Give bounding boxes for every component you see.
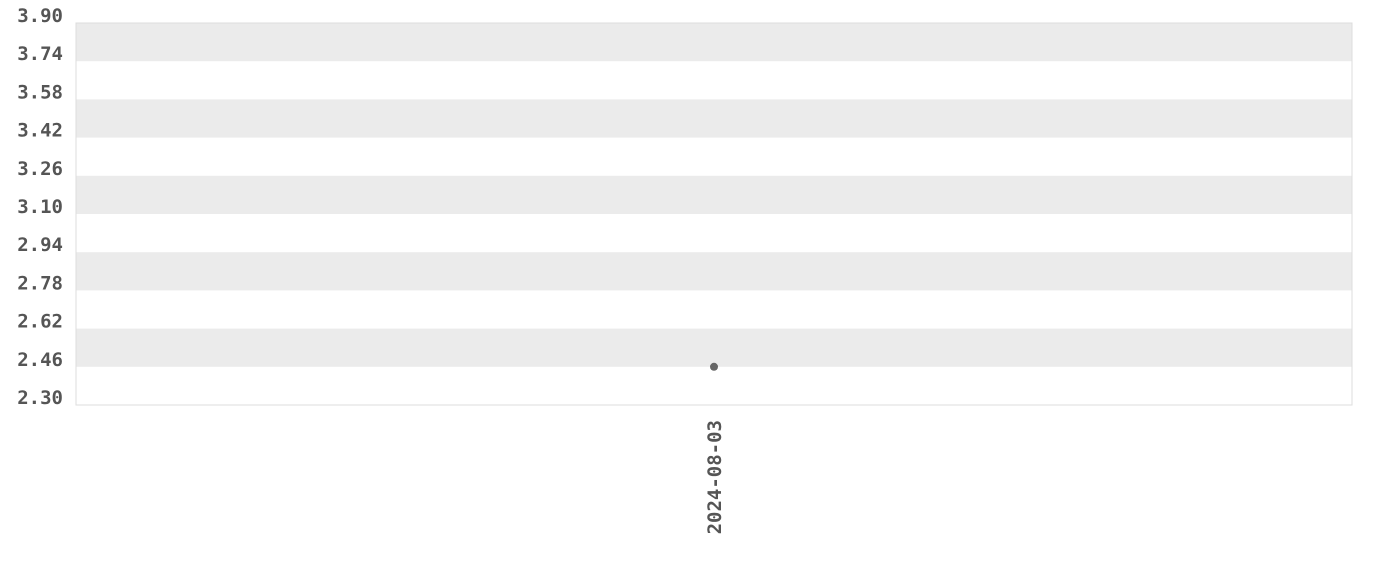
y-tick-label: 2.30 [17,387,63,409]
plot-area-border [75,22,1353,406]
grid-band [76,328,1352,367]
y-tick-label: 3.58 [17,81,63,103]
grid-band [76,23,1352,62]
x-tick-label: 2024-08-03 [704,420,726,534]
y-tick-label: 3.10 [17,196,63,218]
grid-bands [76,23,1352,367]
y-tick-label: 2.46 [17,349,63,371]
y-tick-label: 3.42 [17,120,63,142]
grid-band [76,175,1352,214]
y-tick-label: 3.90 [17,5,63,27]
grid-band [76,252,1352,291]
x-axis-ticks: 2024-08-03 [704,420,726,534]
y-tick-label: 3.74 [17,43,63,65]
data-points [710,362,718,371]
grid-band [76,99,1352,138]
y-tick-label: 2.94 [17,234,63,256]
y-tick-label: 3.26 [17,158,63,180]
y-tick-label: 2.62 [17,311,63,333]
y-axis-ticks: 3.90 3.74 3.58 3.42 3.26 3.10 2.94 2.78 2.62 2.46… [17,5,63,409]
data-point [710,362,718,371]
y-tick-label: 2.78 [17,272,63,294]
